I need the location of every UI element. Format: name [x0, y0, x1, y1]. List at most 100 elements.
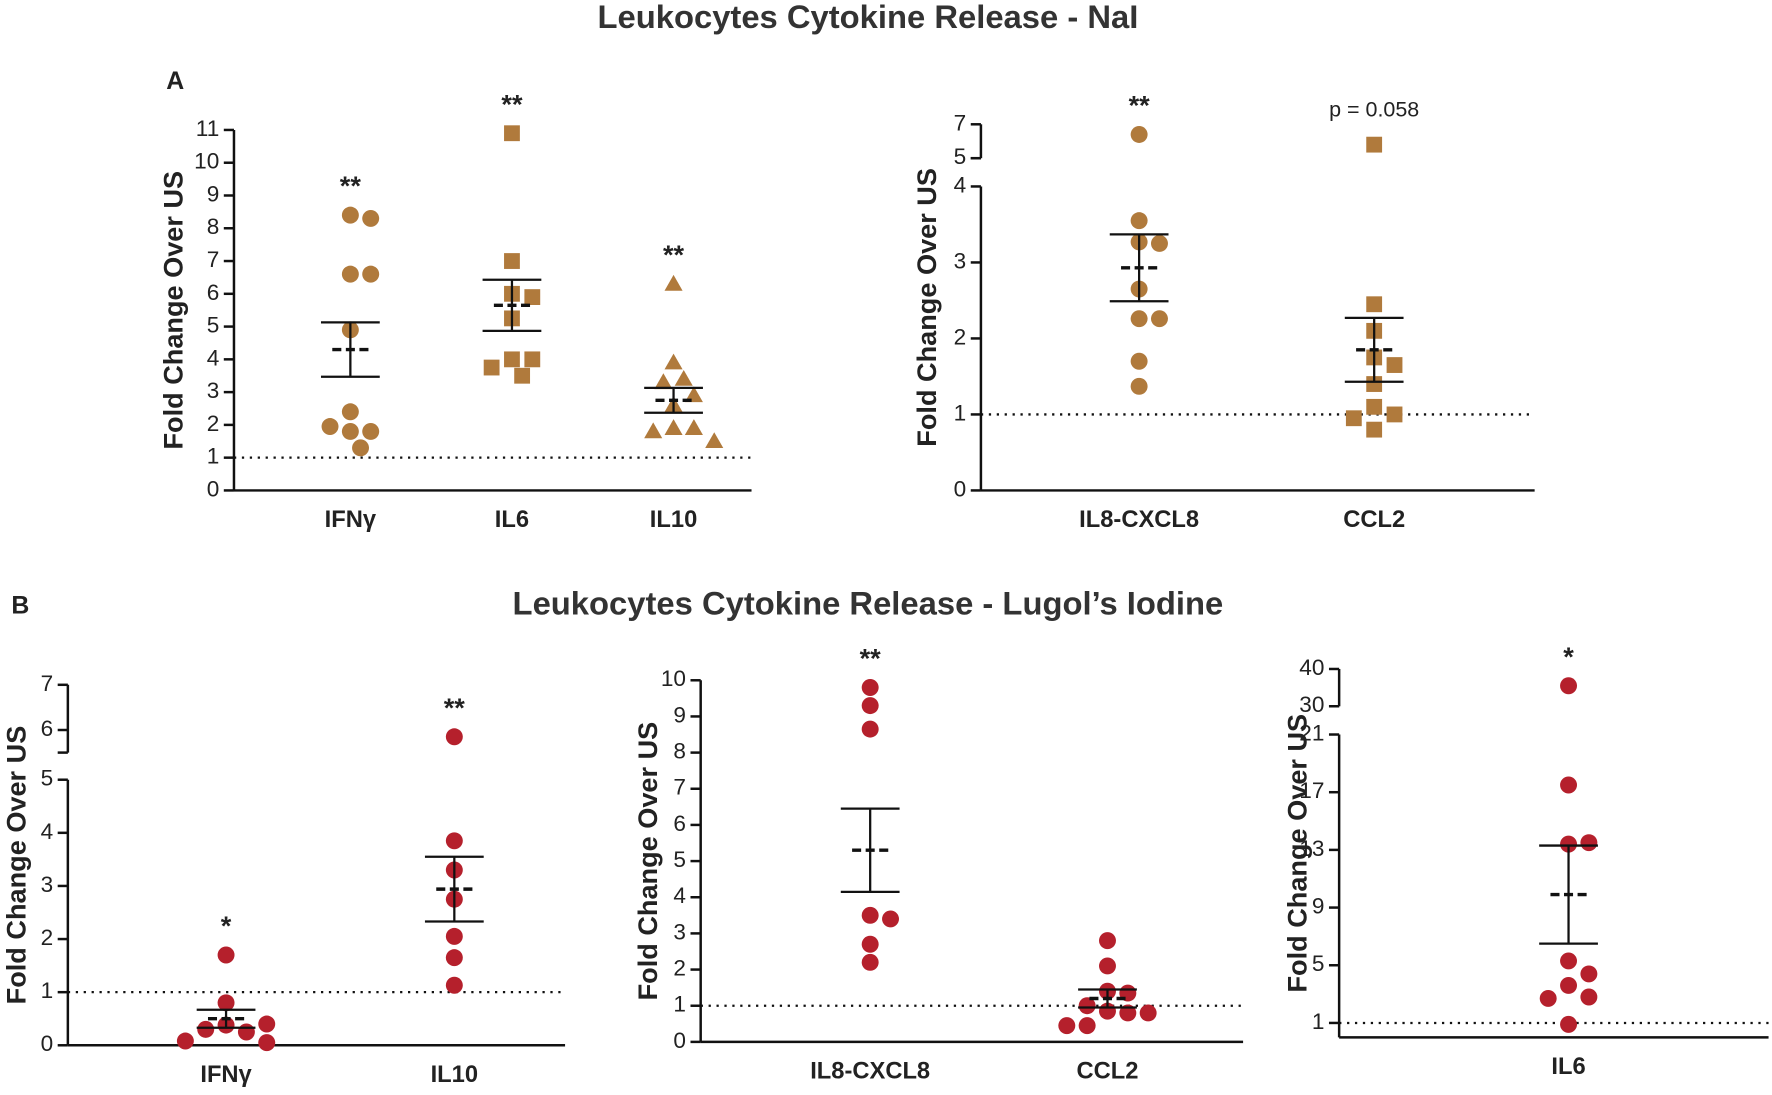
y-axis-label: Fold Change Over US — [157, 171, 188, 450]
y-axis-label: Fold Change Over US — [0, 726, 31, 1005]
y-tick-label: 4 — [673, 883, 686, 908]
point — [445, 949, 463, 967]
point — [1130, 377, 1148, 395]
y-tick-label: 3 — [41, 872, 54, 897]
y-tick-label: 6 — [673, 811, 686, 836]
point — [1386, 357, 1403, 373]
x-tick-label: IL8-CXCL8 — [810, 1059, 930, 1085]
point — [1130, 310, 1148, 328]
point — [1560, 976, 1578, 994]
y-axis-label: Fold Change Over US — [632, 722, 663, 1001]
y-tick-label: 2 — [207, 411, 220, 436]
point — [674, 369, 693, 386]
y-tick-label: 7 — [673, 775, 686, 800]
point — [1386, 406, 1403, 423]
x-tick-label: CCL2 — [1343, 507, 1405, 533]
point — [445, 976, 463, 994]
point — [1345, 410, 1362, 427]
point — [1366, 421, 1383, 438]
x-tick-label: IL6 — [1551, 1054, 1585, 1080]
point — [514, 367, 531, 384]
point — [1150, 310, 1168, 328]
y-tick-label: 9 — [673, 702, 686, 727]
y-tick-label: 0 — [41, 1031, 54, 1056]
point — [664, 419, 683, 435]
annotation: ** — [340, 170, 362, 201]
y-tick-label: 0 — [207, 476, 220, 501]
point — [197, 1020, 215, 1038]
point — [341, 422, 359, 440]
y-tick-label: 7 — [207, 247, 220, 272]
annotation: ** — [663, 239, 685, 270]
point — [705, 432, 724, 449]
point — [1130, 125, 1148, 143]
point — [176, 1032, 194, 1050]
y-tick-label: 11 — [196, 116, 219, 141]
point — [1078, 1017, 1096, 1035]
y-tick-label: 10 — [661, 666, 686, 691]
x-tick-label: IL10 — [431, 1062, 478, 1088]
point — [684, 386, 703, 403]
point — [684, 419, 703, 435]
point — [1099, 957, 1116, 975]
point — [861, 935, 879, 953]
point — [1119, 1004, 1137, 1022]
point — [664, 353, 683, 370]
y-tick-label: 3 — [954, 248, 967, 273]
y-tick-label: 1 — [673, 992, 686, 1017]
point — [1366, 296, 1383, 313]
point — [1130, 212, 1148, 230]
point — [861, 697, 879, 715]
point — [654, 373, 673, 390]
point — [1150, 234, 1168, 252]
point — [644, 422, 663, 439]
y-tick-label: 4 — [207, 345, 220, 370]
point — [321, 418, 339, 436]
y-tick-label: 7 — [41, 671, 54, 696]
point — [1580, 988, 1598, 1006]
point — [882, 910, 899, 928]
point — [1560, 677, 1578, 695]
point — [664, 274, 683, 291]
point — [861, 953, 879, 971]
y-tick-label: 1 — [954, 400, 967, 425]
x-tick-label: IL6 — [495, 507, 529, 533]
point — [352, 439, 370, 457]
point — [861, 679, 879, 696]
point — [362, 209, 380, 227]
annotation: ** — [860, 643, 882, 674]
y-tick-label: 5 — [207, 313, 220, 338]
y-tick-label: 10 — [194, 149, 219, 174]
annotation: * — [221, 910, 232, 941]
y-tick-label: 8 — [207, 214, 220, 239]
y-tick-label: 5 — [954, 144, 967, 169]
point — [504, 125, 520, 142]
y-tick-label: 13 — [1299, 836, 1324, 861]
point — [504, 253, 520, 269]
point — [1139, 1004, 1157, 1022]
y-tick-label: 2 — [954, 324, 967, 349]
y-axis-label: Fold Change Over US — [1282, 714, 1313, 993]
panel-label: A — [166, 67, 184, 95]
y-tick-label: 3 — [207, 378, 220, 403]
point — [445, 927, 463, 945]
y-tick-label: 6 — [41, 716, 54, 741]
point — [861, 720, 879, 738]
point — [362, 422, 380, 440]
point — [1560, 1015, 1578, 1033]
figure-title: Leukocytes Cytokine Release - NaI — [597, 0, 1138, 35]
y-tick-label: 5 — [1312, 951, 1325, 976]
x-tick-label: IFNγ — [325, 507, 377, 533]
y-tick-label: 0 — [954, 476, 967, 501]
point — [861, 906, 879, 924]
x-tick-label: CCL2 — [1077, 1059, 1139, 1085]
point — [341, 206, 359, 224]
x-tick-label: IL8-CXCL8 — [1079, 507, 1199, 533]
point — [237, 1023, 255, 1041]
point — [341, 403, 359, 421]
point — [1560, 776, 1578, 794]
y-tick-label: 0 — [673, 1028, 686, 1053]
point — [1078, 997, 1096, 1015]
point — [341, 265, 359, 283]
y-tick-label: 21 — [1299, 720, 1324, 745]
